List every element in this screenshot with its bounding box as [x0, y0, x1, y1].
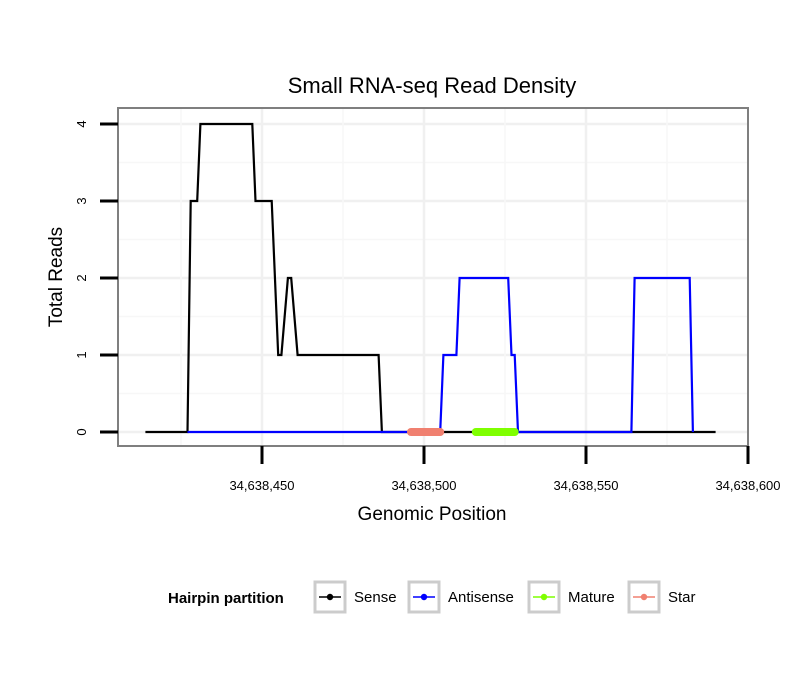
x-axis-label: Genomic Position	[358, 504, 507, 525]
legend-item-sense: Sense	[313, 580, 397, 614]
y-axis: 0 1 2 3 4	[74, 120, 118, 436]
y-tick-label: 2	[74, 274, 89, 281]
x-tick-label: 34,638,450	[229, 478, 294, 493]
legend-title: Hairpin partition	[168, 590, 284, 607]
x-tick-label: 34,638,600	[715, 478, 780, 493]
series-lines	[145, 122, 716, 436]
legend-label: Star	[668, 589, 696, 606]
x-tick-label: 34,638,550	[553, 478, 618, 493]
x-tick-label: 34,638,500	[391, 478, 456, 493]
series-line-sense	[145, 122, 716, 434]
y-axis-label: Total Reads	[46, 227, 67, 327]
series-line-antisense	[187, 276, 694, 434]
legend-label: Sense	[354, 589, 397, 606]
legend-key-point	[540, 593, 548, 601]
legend-key-point	[326, 593, 334, 601]
chart-title: Small RNA-seq Read Density	[288, 73, 577, 98]
legend-key-point	[420, 593, 428, 601]
legend-item-star: Star	[627, 580, 696, 614]
y-tick-label: 1	[74, 351, 89, 358]
legend: Hairpin partition Sense Antisense Mature St…	[168, 580, 696, 614]
y-tick-label: 0	[74, 428, 89, 435]
legend-item-mature: Mature	[527, 580, 615, 614]
y-tick-label: 3	[74, 197, 89, 204]
x-axis: 34,638,450 34,638,500 34,638,550 34,638,600	[229, 446, 781, 493]
legend-key-point	[640, 593, 648, 601]
legend-label: Mature	[568, 589, 615, 606]
legend-item-antisense: Antisense	[407, 580, 514, 614]
y-tick-label: 4	[74, 120, 89, 127]
legend-label: Antisense	[448, 589, 514, 606]
